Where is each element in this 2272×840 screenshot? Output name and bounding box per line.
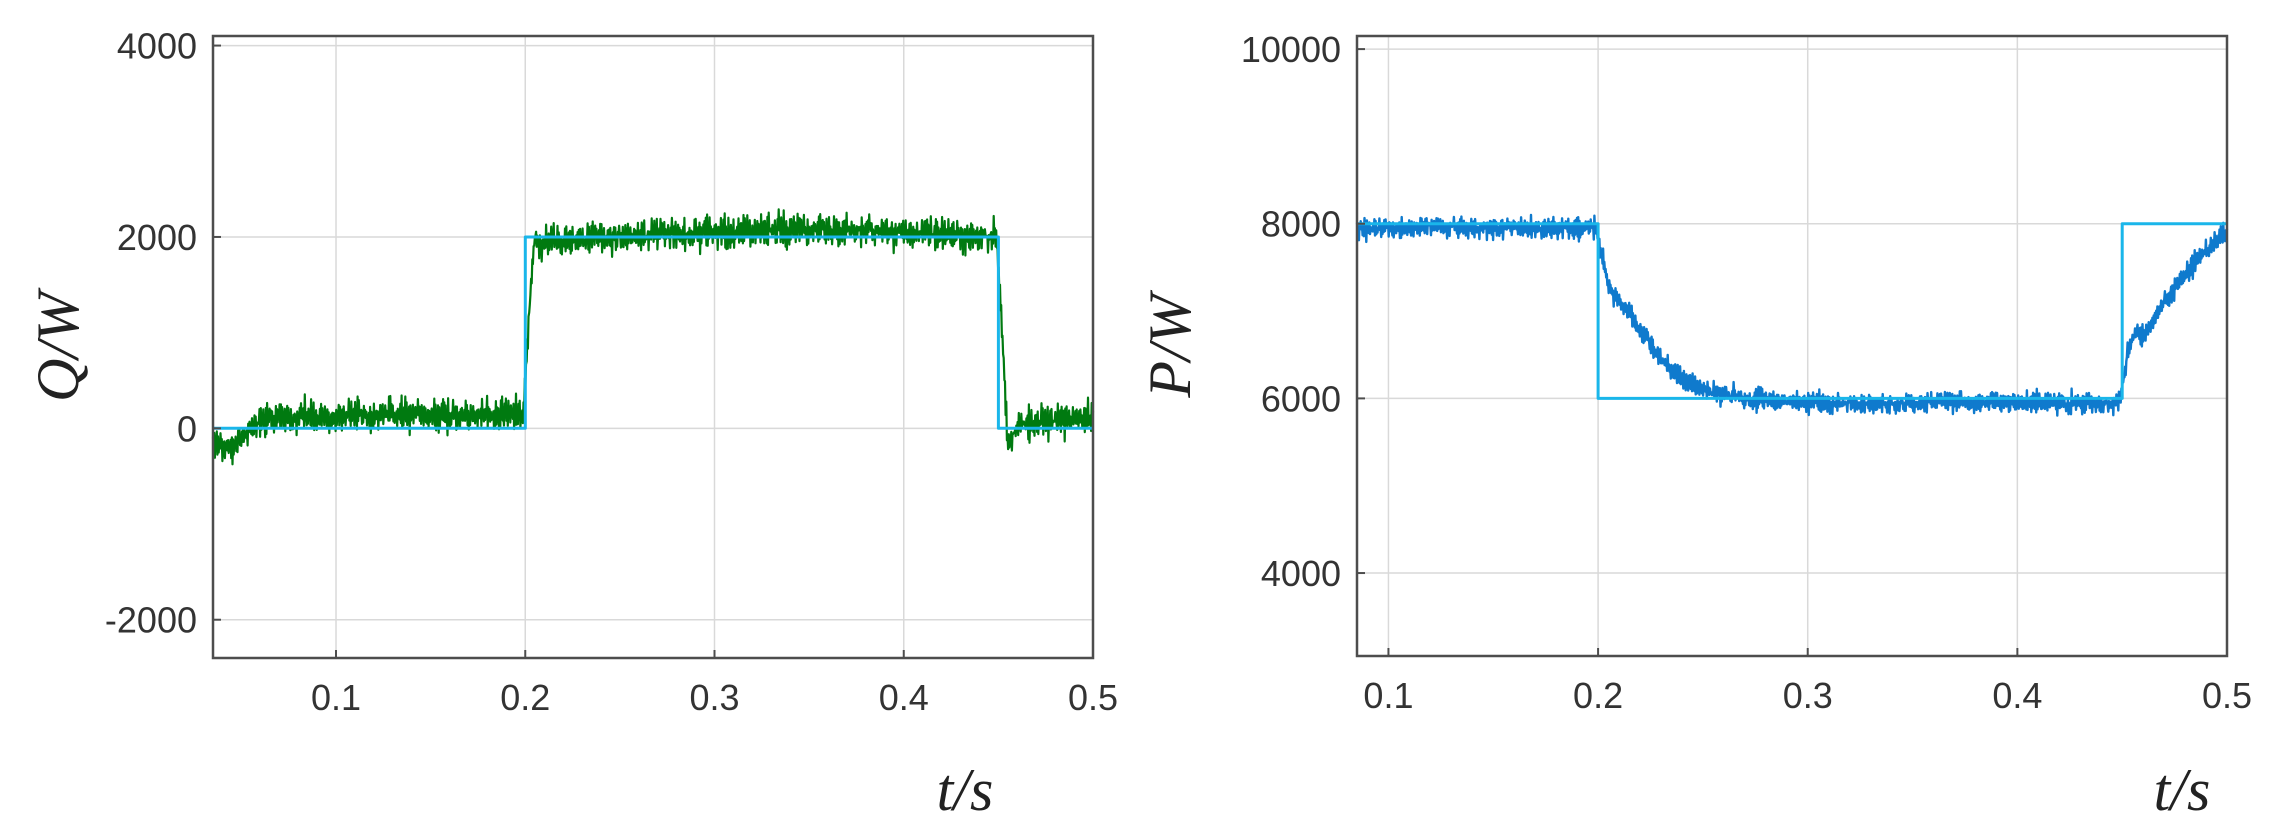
y-tick-label-p-0: 4000 xyxy=(1261,553,1341,594)
x-tick-label-q-2: 0.3 xyxy=(689,677,739,718)
plot-frame-p xyxy=(1355,34,2229,658)
x-ticks-q: 0.1 0.2 0.3 0.4 0.5 xyxy=(311,650,1118,718)
x-tick-label-q-0: 0.1 xyxy=(311,677,361,718)
y-tick-label-q-1: 0 xyxy=(177,408,197,449)
chart-active-power: 0.1 0.2 0.3 0.4 0.5 4000 6000 8000 10000 P/W t/… xyxy=(1137,29,2252,823)
series-line-p-1 xyxy=(1357,222,2227,400)
x-tick-label-q-1: 0.2 xyxy=(500,677,550,718)
x-tick-label-p-1: 0.2 xyxy=(1573,675,1623,716)
series-layer-q xyxy=(211,208,1095,466)
series-layer-p xyxy=(1355,213,2229,417)
plot-area-p xyxy=(1357,36,2227,656)
y-tick-label-p-2: 8000 xyxy=(1261,204,1341,245)
x-tick-label-p-4: 0.5 xyxy=(2202,675,2252,716)
y-axis-label-p: P/W xyxy=(1137,289,1203,398)
x-axis-label-p: t/s xyxy=(2154,757,2211,823)
y-axis-label-q: Q/W xyxy=(25,287,91,402)
y-tick-label-p-1: 6000 xyxy=(1261,378,1341,419)
x-tick-label-q-3: 0.4 xyxy=(879,677,929,718)
y-tick-label-q-3: 4000 xyxy=(117,26,197,67)
x-tick-label-q-4: 0.5 xyxy=(1068,677,1118,718)
plot-frame-q xyxy=(211,34,1095,660)
y-ticks-q: -2000 0 2000 4000 xyxy=(105,26,221,641)
series-line-q-0 xyxy=(211,208,1095,466)
x-ticks-p: 0.1 0.2 0.3 0.4 0.5 xyxy=(1363,648,2252,716)
x-tick-label-p-2: 0.3 xyxy=(1783,675,1833,716)
series-line-p-0 xyxy=(1355,213,2229,417)
x-tick-label-p-0: 0.1 xyxy=(1363,675,1413,716)
y-tick-label-q-2: 2000 xyxy=(117,217,197,258)
chart-reactive-power: 0.1 0.2 0.3 0.4 0.5 -2000 0 2000 4000 Q/W t/s xyxy=(25,26,1118,823)
y-ticks-p: 4000 6000 8000 10000 xyxy=(1241,29,1365,594)
y-tick-label-q-0: -2000 xyxy=(105,600,197,641)
x-tick-label-p-3: 0.4 xyxy=(1992,675,2042,716)
series-line-q-1 xyxy=(213,235,1093,430)
x-axis-label-q: t/s xyxy=(937,757,994,823)
y-tick-label-p-3: 10000 xyxy=(1241,29,1341,70)
plot-area-q xyxy=(213,36,1093,658)
